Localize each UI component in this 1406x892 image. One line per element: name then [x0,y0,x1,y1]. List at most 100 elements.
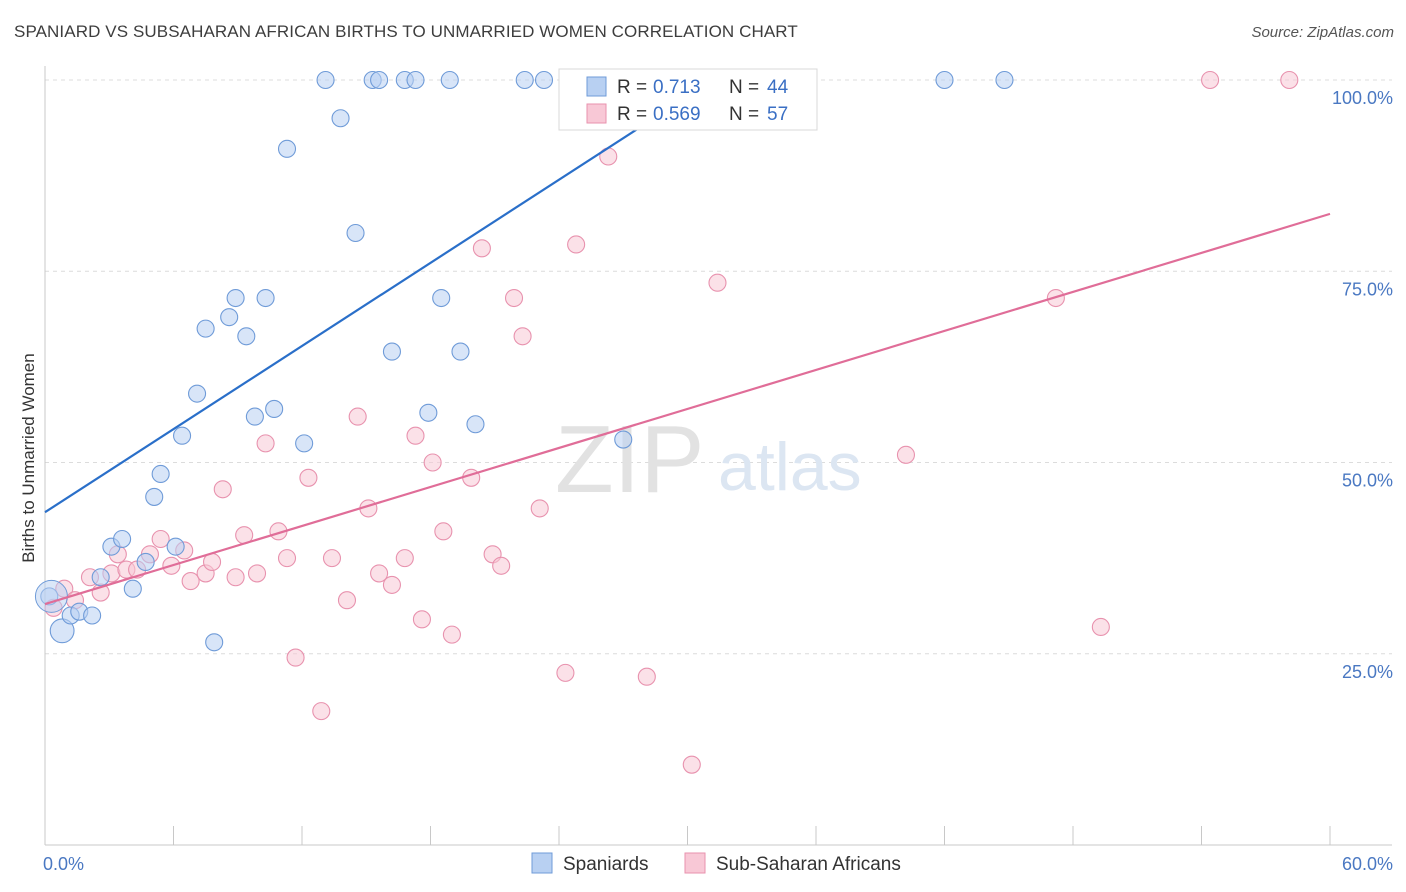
spaniard-point [91,568,110,587]
subsaharan-point [1201,70,1220,90]
spaniard-point [277,139,297,158]
watermark-atlas: atlas [718,429,862,505]
spaniard-point [995,70,1014,90]
subsaharan-point [395,549,414,568]
bottom-legend: Spaniards Sub-Saharan Africans [531,852,901,875]
spaniard-point [123,579,142,598]
spaniard-point [196,319,215,338]
spaniard-point [331,109,350,128]
legend-n-value: 44 [767,77,789,98]
spaniard-point [406,70,425,90]
subsaharan-point [708,273,727,292]
subsaharan-point [247,564,267,583]
spaniard-point [614,430,633,449]
spaniard-point [49,618,75,644]
subsaharan-point [434,522,453,541]
spaniard-point [145,487,164,506]
subsaharan-point [492,556,511,575]
spaniard-point [370,70,389,90]
subsaharan-point [406,426,425,445]
subsaharan-point [637,667,656,686]
spaniard-point [935,70,954,90]
spaniard-point [226,288,245,308]
subsaharan-point [256,434,275,453]
spaniard-point [136,552,155,572]
spaniard-point [316,70,335,90]
spaniard-point [34,579,68,613]
subsaharan-point [348,407,367,426]
spaniard-point [237,327,256,346]
legend-r-value: 0.713 [653,77,701,98]
subsaharan-point [472,239,491,258]
x-tick-label: 0.0% [43,854,84,874]
spaniard-point [466,415,485,434]
spaniard-point [295,434,314,453]
spaniard-point [419,403,438,422]
subsaharan-point [226,568,245,587]
spaniard-point [534,70,554,90]
legend-n-value: 57 [767,104,788,125]
spaniard-trend-line [44,79,714,514]
y-axis-label: Births to Unmarried Women [19,353,38,562]
subsaharan-point [322,549,342,568]
subsaharan-point [513,327,532,346]
spaniard-point [188,384,207,403]
watermark-zip: ZIP [555,406,704,513]
legend: R = 0.713 N = 44 R = 0.569 N = 57 [558,68,818,131]
subsaharan-point [213,480,232,499]
legend-n-label: N = [729,104,759,125]
subsaharan-trend-line [44,212,1331,606]
subsaharan-point [286,648,305,667]
subsaharan-point [423,453,442,472]
y-tick-label: 100.0% [1332,88,1393,108]
spaniard-point [346,223,365,243]
subsaharan-point [277,549,297,568]
subsaharan-point [896,445,916,464]
spaniard-point [166,537,185,556]
legend-r-label: R = [617,104,647,125]
spaniard-point [220,308,239,327]
chart-source: Source: ZipAtlas.com [1251,24,1394,41]
data-points [34,70,1299,774]
trend-lines [44,79,1331,606]
spaniard-point [265,399,284,419]
bottom-legend-label-spaniards: Spaniards [563,854,649,875]
subsaharan-point [312,702,331,721]
subsaharan-point [530,499,549,518]
subsaharan-point [412,610,431,629]
x-tick-label: 60.0% [1342,854,1393,874]
subsaharan-point [1091,617,1110,637]
spaniard-point [173,426,192,445]
y-tick-label: 75.0% [1342,279,1393,299]
spaniard-point [151,464,170,484]
spaniard-point [113,529,132,549]
subsaharan-point [151,529,170,549]
bottom-legend-swatch-spaniards [531,852,553,874]
y-tick-labels: 25.0% 50.0% 75.0% 100.0% [1332,88,1393,682]
subsaharan-point [442,625,461,644]
subsaharan-point [682,755,701,774]
legend-swatch-spaniards [586,76,607,97]
legend-r-label: R = [617,77,647,98]
spaniard-point [256,288,275,308]
legend-swatch-subsaharan [586,103,607,124]
subsaharan-point [181,572,200,591]
bottom-legend-label-subsaharan: Sub-Saharan Africans [716,854,901,875]
y-tick-label: 25.0% [1342,662,1393,682]
legend-n-label: N = [729,77,759,98]
bottom-legend-swatch-subsaharan [684,852,706,874]
subsaharan-point [382,575,402,594]
x-tick-labels: 0.0% 60.0% [43,854,1393,874]
subsaharan-point [370,564,389,583]
subsaharan-point [337,591,357,610]
axes [44,66,1392,846]
spaniard-point [440,70,459,90]
spaniard-point [382,342,402,361]
spaniard-point [205,633,224,652]
subsaharan-point [504,288,524,308]
subsaharan-point [1280,70,1299,90]
subsaharan-point [567,235,586,254]
subsaharan-point [299,468,318,487]
spaniard-point [83,606,102,625]
